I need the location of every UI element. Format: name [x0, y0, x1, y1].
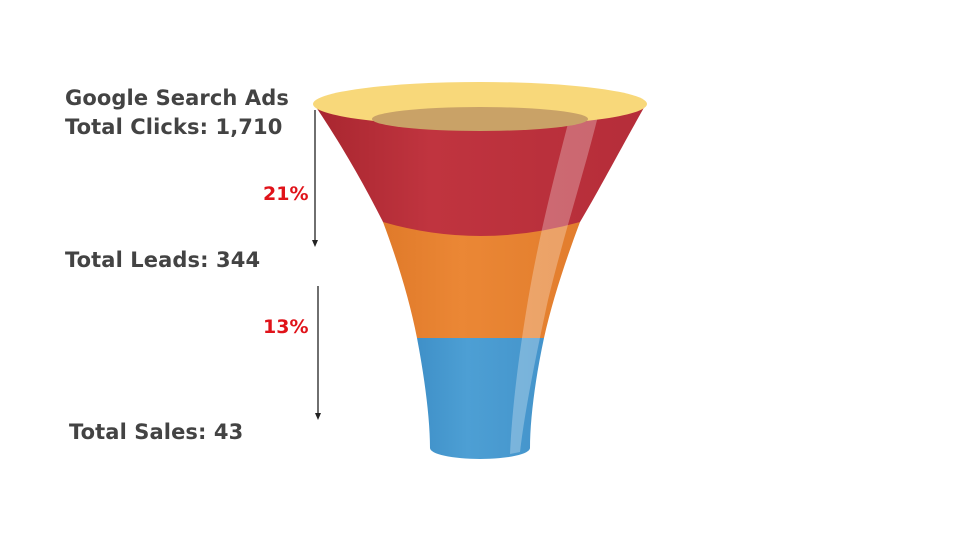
clicks-to-leads-rate: 21% — [263, 183, 309, 205]
funnel-rim-inner — [372, 107, 588, 131]
funnel-highlight — [510, 108, 600, 454]
total-leads-label: Total Leads: 344 — [65, 248, 261, 272]
total-sales-label: Total Sales: 43 — [69, 420, 244, 444]
total-clicks-label: Total Clicks: 1,710 — [65, 115, 283, 139]
funnel-middle-band — [383, 222, 580, 338]
funnel-top-band — [314, 104, 646, 236]
leads-to-sales-rate: 13% — [263, 316, 309, 338]
campaign-title: Google Search Ads — [65, 86, 289, 110]
funnel-bottom-band — [417, 338, 544, 459]
